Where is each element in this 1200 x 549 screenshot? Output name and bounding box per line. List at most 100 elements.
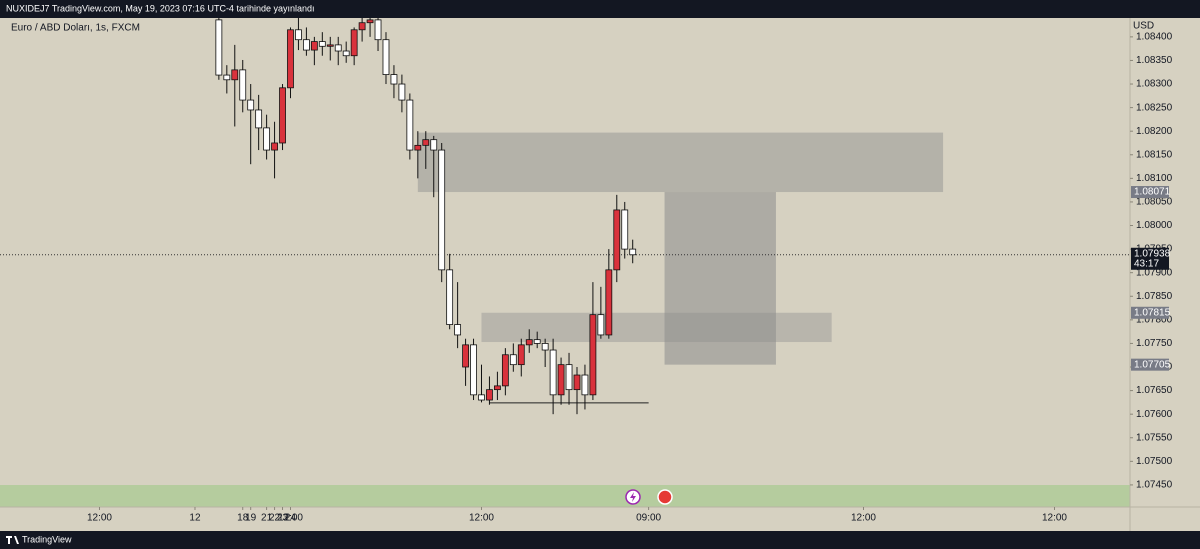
candle-body bbox=[414, 144, 422, 151]
candle-body bbox=[494, 385, 501, 391]
y-tick-label: 1.08400 bbox=[1136, 32, 1173, 43]
x-tick-label: 18 bbox=[237, 513, 249, 524]
candle-body bbox=[613, 209, 621, 271]
y-tick-label: 1.07850 bbox=[1136, 291, 1173, 302]
candle-body bbox=[470, 344, 477, 396]
x-tick-label: 21 bbox=[261, 513, 273, 524]
y-tick-label: 1.07800 bbox=[1136, 314, 1173, 325]
candle-body bbox=[358, 22, 366, 31]
candle-body bbox=[462, 344, 469, 368]
candle-body bbox=[565, 364, 573, 391]
candle-body bbox=[533, 339, 541, 344]
candle-body bbox=[239, 69, 247, 101]
published-note: NUXIDEJ7 TradingView.com, May 19, 2023 0… bbox=[6, 3, 315, 13]
candle-body bbox=[446, 269, 454, 325]
candle-body bbox=[549, 349, 557, 396]
candle-body bbox=[223, 74, 231, 81]
y-tick-label: 1.07500 bbox=[1136, 456, 1173, 467]
candle-body bbox=[382, 39, 390, 75]
price-label: 1.07705 bbox=[1134, 359, 1171, 370]
candle-body bbox=[406, 99, 414, 151]
x-tick-label: 12 bbox=[189, 513, 201, 524]
candle-body bbox=[231, 69, 239, 81]
y-tick-label: 1.08100 bbox=[1136, 173, 1173, 184]
x-tick-label: 19 bbox=[245, 513, 257, 524]
last-price-box bbox=[1131, 247, 1169, 270]
event-icon-bolt bbox=[630, 492, 636, 502]
candle-body bbox=[310, 41, 318, 51]
candle-body bbox=[287, 29, 294, 89]
candle-body bbox=[621, 209, 629, 250]
candle-body bbox=[255, 109, 263, 129]
candle-body bbox=[573, 374, 581, 391]
top-bar bbox=[0, 0, 1200, 18]
candle-body bbox=[589, 314, 597, 396]
x-tick-label: 12:00 bbox=[87, 513, 112, 524]
candle-body bbox=[398, 83, 406, 101]
symbol-title: Euro / ABD Doları, 1s, FXCM bbox=[11, 23, 140, 34]
countdown: 43:17 bbox=[1134, 258, 1159, 269]
candle-body bbox=[605, 269, 613, 336]
candle-body bbox=[263, 127, 271, 151]
price-label-box bbox=[1131, 358, 1169, 371]
zone bbox=[481, 312, 832, 343]
candle-body bbox=[350, 29, 358, 57]
x-tick-label: 09:00 bbox=[636, 513, 661, 524]
zone bbox=[664, 192, 776, 365]
candle-body bbox=[390, 74, 398, 85]
y-tick-label: 1.07600 bbox=[1136, 409, 1173, 420]
candle-body bbox=[541, 343, 549, 351]
x-tick-label: 24 bbox=[285, 513, 297, 524]
plot-area bbox=[0, 18, 1130, 415]
y-tick-label: 1.08300 bbox=[1136, 79, 1173, 90]
y-tick-label: 1.08200 bbox=[1136, 126, 1173, 137]
x-tick-label: 12:00 bbox=[851, 513, 876, 524]
candle-body bbox=[597, 314, 605, 336]
candle-body bbox=[478, 394, 485, 401]
zone bbox=[417, 132, 944, 193]
candle-body bbox=[247, 99, 255, 111]
y-tick-label: 1.08350 bbox=[1136, 55, 1173, 66]
x-tick-label: 12:00 bbox=[1042, 513, 1067, 524]
x-tick-label: 23 bbox=[277, 513, 289, 524]
y-tick-label: 1.08050 bbox=[1136, 197, 1173, 208]
candle-body bbox=[318, 41, 326, 47]
candle-body bbox=[629, 248, 637, 256]
candle-body bbox=[271, 142, 278, 151]
price-label-box bbox=[1131, 306, 1169, 319]
candle-body bbox=[342, 50, 350, 57]
y-tick-label: 1.08150 bbox=[1136, 149, 1173, 160]
candle-body bbox=[438, 149, 446, 271]
y-tick-label: 1.07650 bbox=[1136, 385, 1173, 396]
candle-body bbox=[430, 139, 438, 151]
y-tick-label: 1.07450 bbox=[1136, 480, 1173, 491]
brand-name: TradingView bbox=[22, 534, 72, 544]
y-tick-label: 1.07550 bbox=[1136, 432, 1173, 443]
bottom-bar bbox=[0, 531, 1200, 549]
y-tick-label: 1.08250 bbox=[1136, 102, 1173, 113]
candle-body bbox=[279, 87, 286, 144]
y-tick-label: 1.08000 bbox=[1136, 220, 1173, 231]
candle-body bbox=[501, 354, 509, 387]
candle-body bbox=[295, 29, 302, 41]
flag-icon[interactable] bbox=[657, 489, 673, 505]
candle-body bbox=[525, 339, 533, 346]
x-tick-label: 12:00 bbox=[278, 513, 303, 524]
candle-body bbox=[326, 44, 334, 47]
candle-body bbox=[454, 324, 462, 336]
candle-body bbox=[517, 344, 525, 366]
candle-body bbox=[215, 19, 223, 76]
candle-body bbox=[509, 354, 517, 366]
candle-body bbox=[366, 19, 374, 24]
candle-body bbox=[486, 389, 493, 401]
x-tick-label: 12:00 bbox=[469, 513, 494, 524]
currency-label: USD bbox=[1133, 21, 1154, 32]
price-label: 1.08071 bbox=[1134, 187, 1171, 198]
candle-body bbox=[303, 39, 310, 51]
events-strip bbox=[0, 485, 1130, 507]
y-tick-label: 1.07900 bbox=[1136, 267, 1173, 278]
brand-logo bbox=[6, 536, 19, 544]
last-price-label: 1.07938 bbox=[1134, 248, 1171, 259]
